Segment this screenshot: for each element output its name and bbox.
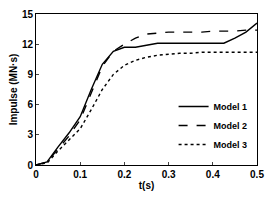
svg-text:Model 2: Model 2: [214, 121, 248, 131]
svg-text:6: 6: [27, 99, 33, 110]
svg-text:15: 15: [22, 9, 34, 20]
svg-text:Model 3: Model 3: [214, 140, 248, 150]
svg-text:12: 12: [22, 39, 34, 50]
svg-text:3: 3: [27, 129, 33, 140]
svg-text:0.1: 0.1: [73, 169, 87, 180]
svg-text:0.4: 0.4: [206, 169, 220, 180]
svg-text:0: 0: [27, 160, 33, 171]
svg-text:Model 1: Model 1: [214, 102, 248, 112]
svg-text:0.5: 0.5: [250, 169, 264, 180]
svg-text:Impulse (MN·s): Impulse (MN·s): [8, 54, 19, 126]
svg-text:0: 0: [33, 169, 39, 180]
svg-text:9: 9: [27, 69, 33, 80]
svg-text:t(s): t(s): [139, 180, 155, 191]
svg-text:0.2: 0.2: [117, 169, 131, 180]
svg-text:0.3: 0.3: [162, 169, 176, 180]
